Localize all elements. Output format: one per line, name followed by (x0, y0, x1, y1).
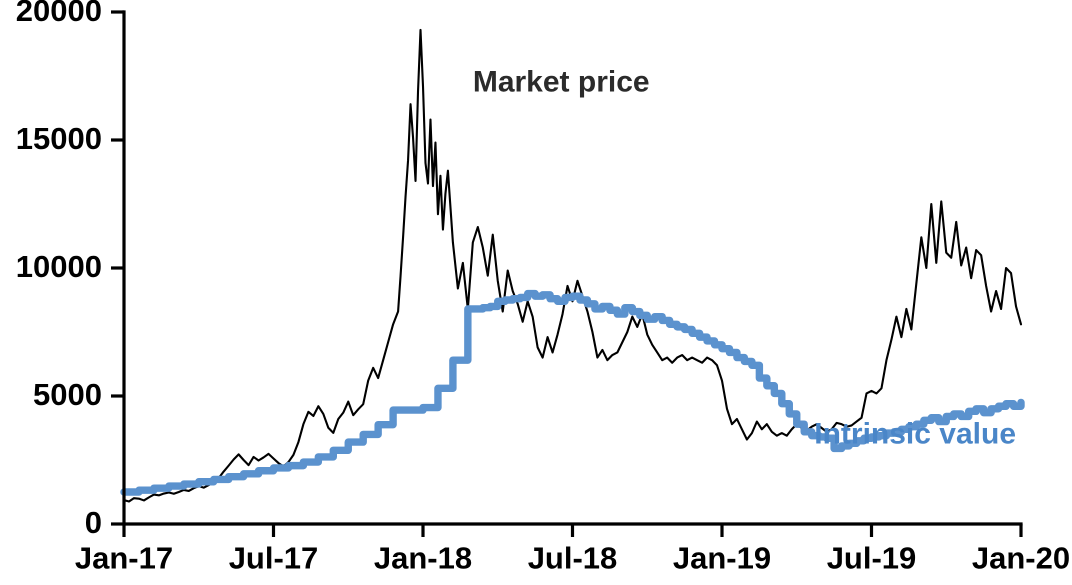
series-label-intrinsic-value: Intrinsic value (814, 417, 1016, 450)
y-axis-ticks: 0 5000 10000 15000 20000 (16, 0, 124, 540)
y-tick-label: 10000 (16, 249, 102, 284)
x-axis-ticks: Jan-17 Jul-17 Jan-18 Jul-18 Jan-19 Jul-19 Jan-… (75, 524, 1070, 575)
y-tick-label: 20000 (16, 0, 102, 28)
x-tick-label: Jan-17 (75, 540, 173, 575)
series-annotations: Market price Intrinsic value (473, 65, 1016, 450)
y-tick-label: 5000 (33, 377, 102, 412)
x-tick-label: Jan-19 (673, 540, 771, 575)
series-label-market-price: Market price (473, 65, 650, 98)
series-group (120, 28, 1025, 503)
y-tick-label: 15000 (16, 121, 102, 156)
x-tick-label: Jul-17 (229, 540, 319, 575)
x-tick-label: Jul-18 (528, 540, 618, 575)
series-line-intrinsic-value (120, 289, 1025, 496)
x-tick-label: Jul-19 (827, 540, 917, 575)
x-tick-label: Jan-18 (374, 540, 472, 575)
x-tick-label: Jan-20 (972, 540, 1070, 575)
y-tick-label: 0 (85, 505, 102, 540)
